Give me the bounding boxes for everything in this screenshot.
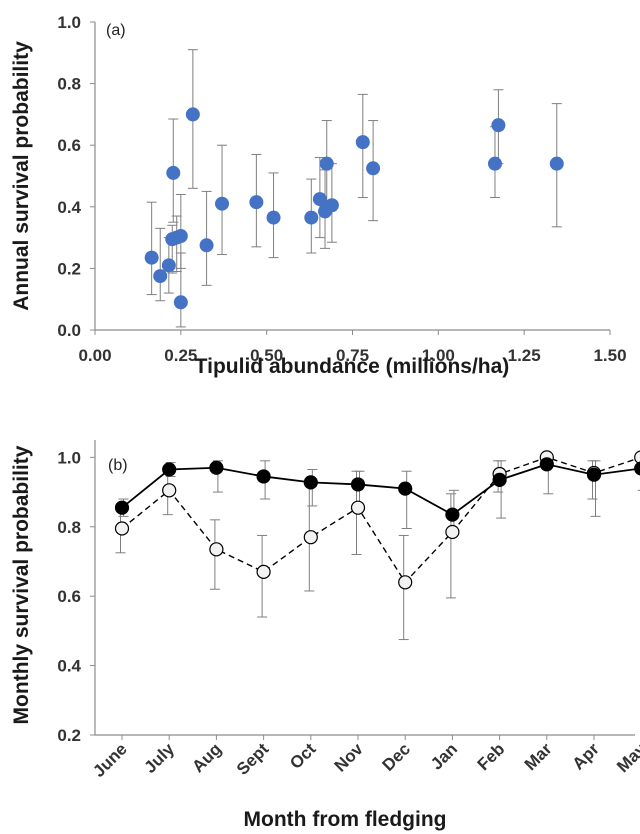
panel-b-x-tick-label: Dec xyxy=(379,739,414,774)
panel-b-x-tick-label: Aug xyxy=(188,739,225,776)
panel-b-y-axis-title: Monthly survival probability xyxy=(10,445,33,724)
panel-a-data-point xyxy=(304,210,319,225)
panel-a-data-point xyxy=(199,238,214,253)
panel-b-y-tick-labels: 0.2 0.4 0.6 0.8 1.0 xyxy=(57,448,95,745)
panel-a-x-tick-label: 0.00 xyxy=(78,346,111,365)
panel-a-y-tick-label: 0.0 xyxy=(57,321,81,340)
panel-a-data-point xyxy=(161,258,176,273)
panel-b-x-tick-label: Oct xyxy=(286,739,320,773)
panel-a-y-axis-title: Annual survival probability xyxy=(10,41,33,311)
panel-b-x-axis-title: Month from fledging xyxy=(244,808,447,831)
panel-b-x-tick-label: July xyxy=(141,739,179,777)
panel-a-y-tick-label: 0.4 xyxy=(57,198,81,217)
panel-a-data-point xyxy=(491,118,506,133)
panel-b-y-tick-label: 0.6 xyxy=(57,587,81,606)
panel-b-data-point-series-2 xyxy=(350,500,366,515)
panel-a-data-point xyxy=(324,198,339,213)
panel-b-data-point-series-2 xyxy=(114,521,130,536)
panel-a-error-bars xyxy=(146,49,562,328)
panel-a-data-point xyxy=(185,107,200,122)
panel-b-data-point-series-1 xyxy=(209,460,224,475)
panel-b-y-tick-label: 0.2 xyxy=(57,726,81,745)
panel-b-data-point-series-1 xyxy=(303,475,318,490)
panel-a-data-point xyxy=(173,229,188,244)
panel-a-scatter-chart: (a) 0.00 0.25 0.50 0.75 1.00 1.25 1.50 0.00.20… xyxy=(10,13,627,378)
panel-a-label: (a) xyxy=(106,22,126,39)
panel-b-series-line-2 xyxy=(121,456,640,584)
panel-b-data-point-series-1 xyxy=(256,469,271,484)
panel-b-series-line-1 xyxy=(121,463,640,516)
panel-a-x-axis-title: Tipulid abundance (millions/ha) xyxy=(195,355,510,378)
panel-a-points xyxy=(144,107,564,310)
panel-b-data-point-series-1 xyxy=(586,467,602,482)
panel-b-x-tick-label: May xyxy=(613,739,640,776)
panel-b-x-tick-label: Feb xyxy=(474,739,509,774)
panel-b-series-lines xyxy=(121,456,640,584)
panel-a-x-tick-label: 1.50 xyxy=(593,346,626,365)
panel-a-data-point xyxy=(173,295,188,310)
panel-b-x-tick-label: June xyxy=(89,739,130,780)
panel-b-data-point-series-2 xyxy=(162,483,177,498)
panel-a-data-point xyxy=(312,192,327,207)
panel-a-data-point xyxy=(153,269,168,284)
panel-a-data-point xyxy=(144,250,159,265)
panel-a-data-point xyxy=(249,195,264,210)
panel-b-data-point-series-1 xyxy=(350,477,366,492)
panel-b-x-tick-label: Sept xyxy=(233,739,273,779)
panel-a-y-tick-label: 0.2 xyxy=(57,259,81,278)
panel-a-data-point xyxy=(487,156,502,171)
panel-b-x-tick-label: Jan xyxy=(427,739,461,773)
panel-b-data-point-series-2 xyxy=(445,524,460,540)
panel-b-data-point-series-2 xyxy=(209,542,224,557)
panel-b-y-tick-label: 1.0 xyxy=(57,448,81,467)
panel-a-data-point xyxy=(266,210,281,225)
panel-b-data-point-series-2 xyxy=(634,450,640,465)
panel-b-x-tick-label: Nov xyxy=(331,739,368,776)
panel-a-data-point xyxy=(366,161,381,176)
panel-b-error-bars xyxy=(115,456,640,641)
panel-b-data-point-series-1 xyxy=(398,481,413,496)
panel-b-data-point-series-1 xyxy=(445,507,460,522)
panel-b-data-point-series-2 xyxy=(398,575,413,590)
panel-b-x-tick-labels: June July Aug Sept Oct Nov Dec Jan Feb Mar Apr May xyxy=(89,735,640,781)
panel-b-label: (b) xyxy=(108,457,128,474)
panel-b-y-tick-label: 0.4 xyxy=(57,657,81,676)
panel-a-y-tick-label: 0.8 xyxy=(57,75,81,94)
panel-a-x-tick-label: 0.75 xyxy=(336,346,369,365)
panel-a-y-tick-label: 0.6 xyxy=(57,136,81,155)
panel-a-x-tick-labels: 0.00 0.25 0.50 0.75 1.00 1.25 1.50 xyxy=(78,330,627,365)
panel-a-data-point xyxy=(549,156,564,171)
panel-b-x-tick-label: Mar xyxy=(521,739,556,774)
panel-b-x-tick-label: Apr xyxy=(569,739,603,773)
panel-b-data-point-series-1 xyxy=(539,457,554,472)
panel-b-data-point-series-1 xyxy=(162,462,177,477)
panel-a-y-tick-label: 1.0 xyxy=(57,13,81,32)
panel-b-data-point-series-1 xyxy=(114,500,130,515)
panel-a-x-tick-label: 0.25 xyxy=(164,346,197,365)
panel-b-line-chart: (b) 0.2 0.4 0.6 0.8 1.0 June July Aug Sept Oct No… xyxy=(10,440,640,831)
panel-a-data-point xyxy=(166,165,181,180)
panel-b-points xyxy=(114,450,640,590)
panel-a-y-tick-labels: 0.0 0.2 0.4 0.6 0.8 1.0 xyxy=(57,13,95,340)
panel-b-data-point-series-2 xyxy=(256,564,271,579)
panel-a-x-tick-label: 1.25 xyxy=(508,346,541,365)
panel-a-data-point xyxy=(355,135,370,150)
panel-b-y-tick-label: 0.8 xyxy=(57,518,81,537)
panel-b-data-point-series-2 xyxy=(303,530,318,545)
panel-a-x-tick-label: 0.50 xyxy=(250,346,283,365)
panel-a-data-point xyxy=(319,156,334,171)
panel-a-data-point xyxy=(215,196,230,211)
panel-b-data-point-series-1 xyxy=(634,461,640,476)
panel-a-x-tick-label: 1.00 xyxy=(422,346,455,365)
panel-b-data-point-series-1 xyxy=(492,472,507,488)
